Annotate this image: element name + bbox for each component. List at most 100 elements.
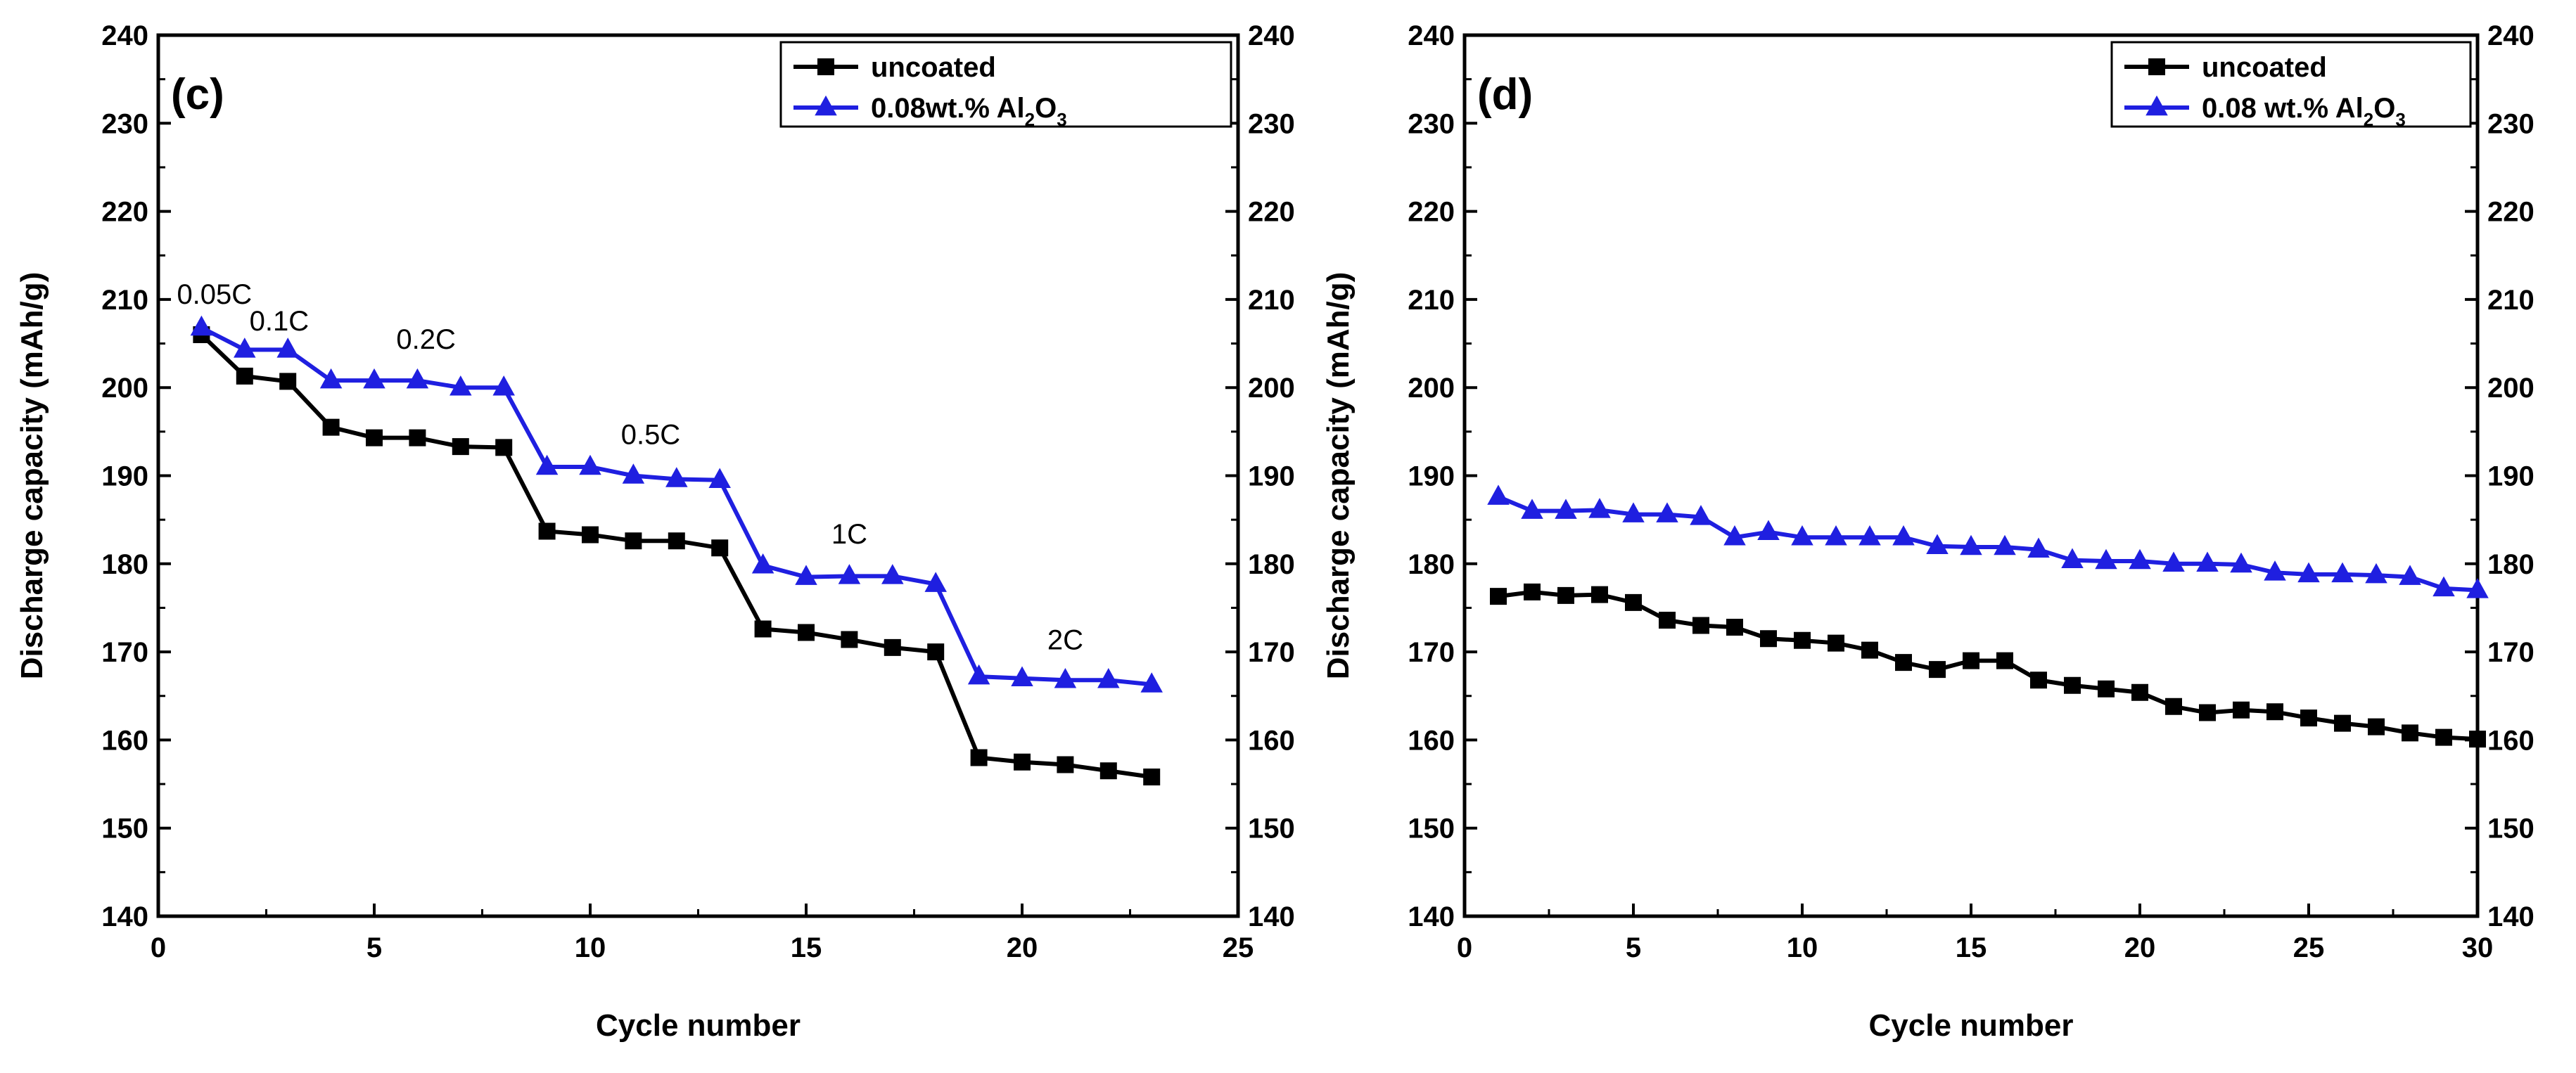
data-point-triangle — [579, 454, 601, 475]
legend-label-coated: 0.08wt.% Al2O3 — [871, 93, 1067, 130]
data-point-square — [2131, 683, 2148, 701]
legend-box-d — [2110, 41, 2472, 128]
data-point-triangle — [2027, 537, 2050, 558]
data-point-square — [1794, 631, 1811, 649]
y-axis-label-d: Discharge capacity (mAh/g) — [1321, 272, 1356, 680]
legend-entry-coated: 0.08 wt.% Al2O3 — [2124, 93, 2406, 130]
data-point-triangle — [319, 368, 343, 389]
data-point-square — [1014, 753, 1031, 771]
rate-annotation: 2C — [1047, 624, 1083, 655]
data-point-triangle — [1825, 525, 1847, 546]
series-coated — [190, 315, 1163, 693]
data-point-triangle — [1926, 534, 1949, 554]
data-point-square — [409, 429, 426, 446]
y-tick-label-right: 240 — [2487, 20, 2534, 51]
data-point-triangle — [967, 664, 990, 685]
triangle-icon — [815, 95, 837, 116]
data-point-triangle — [2230, 552, 2252, 573]
data-point-triangle — [1960, 534, 1982, 555]
x-tick-label: 25 — [1223, 932, 1254, 963]
y-tick-label-left: 170 — [1408, 637, 1455, 668]
data-point-square — [1760, 630, 1777, 648]
data-point-triangle — [2162, 551, 2185, 572]
data-point-square — [1726, 619, 1743, 636]
data-point-triangle — [1757, 520, 1780, 540]
data-point-square — [1828, 634, 1844, 652]
panel-label-d: (d) — [1477, 70, 1533, 119]
triangle-icon — [2145, 95, 2168, 116]
data-point-square — [2368, 718, 2385, 735]
data-point-square — [2165, 698, 2182, 715]
legend-entry-uncoated: uncoated — [2124, 52, 2327, 83]
y-tick-label-left: 140 — [101, 901, 148, 932]
y-tick-label-right: 160 — [1248, 725, 1295, 756]
y-tick-label-left: 170 — [101, 637, 148, 668]
data-point-triangle — [2061, 548, 2084, 569]
x-tick-label: 10 — [1787, 932, 1818, 963]
legend-label-coated-main: 0.08 wt.% Al — [2202, 93, 2364, 124]
data-point-triangle — [2297, 562, 2320, 583]
data-point-square — [2266, 703, 2283, 721]
y-tick-label-right: 140 — [2487, 901, 2534, 932]
data-point-square — [2199, 704, 2216, 721]
x-axis-label-d: Cycle number — [1869, 1008, 2074, 1043]
x-tick-label: 20 — [1007, 932, 1038, 963]
data-point-triangle — [2365, 563, 2387, 584]
data-point-square — [668, 532, 685, 550]
data-point-square — [884, 638, 901, 656]
y-tick-label-right: 220 — [1248, 197, 1295, 228]
x-tick-label: 20 — [2124, 932, 2156, 963]
rate-annotation: 0.1C — [250, 306, 310, 337]
x-tick-label: 0 — [151, 932, 166, 963]
y-tick-label-right: 190 — [1248, 461, 1295, 492]
data-point-square — [2469, 731, 2486, 748]
data-point-square — [2334, 714, 2351, 732]
y-tick-label-right: 180 — [2487, 549, 2534, 580]
y-tick-label-left: 200 — [101, 373, 148, 404]
data-point-triangle — [2095, 548, 2117, 570]
legend-entry-uncoated: uncoated — [793, 52, 996, 83]
rate-annotation: 0.5C — [621, 419, 681, 450]
y-tick-label-left: 150 — [101, 814, 148, 844]
data-point-square — [279, 373, 297, 390]
data-point-square — [322, 418, 340, 436]
y-tick-label-right: 240 — [1248, 20, 1295, 51]
data-point-square — [1099, 762, 1117, 780]
data-point-square — [1895, 654, 1912, 672]
y-tick-label-left: 230 — [1408, 108, 1455, 139]
legend-c: uncoated 0.08wt.% Al2O3 — [779, 41, 1232, 130]
y-tick-label-right: 200 — [1248, 373, 1295, 404]
data-point-square — [538, 522, 556, 540]
data-point-triangle — [708, 468, 731, 489]
data-point-triangle — [924, 572, 947, 592]
data-point-square — [625, 532, 642, 550]
y-tick-label-left: 160 — [1408, 725, 1455, 756]
data-point-square — [927, 643, 945, 661]
data-point-square — [2300, 709, 2317, 727]
y-tick-label-left: 240 — [1408, 20, 1455, 51]
data-point-triangle — [1011, 666, 1033, 686]
legend-label-coated-main: 0.08wt.% Al — [871, 93, 1025, 124]
data-point-triangle — [234, 338, 256, 358]
y-tick-label-left: 220 — [101, 197, 148, 228]
legend-label-coated: 0.08 wt.% Al2O3 — [2202, 93, 2406, 130]
data-point-triangle — [449, 375, 472, 396]
y-tick-label-right: 170 — [2487, 637, 2534, 668]
data-point-triangle — [838, 564, 861, 584]
legend-label-uncoated: uncoated — [2202, 52, 2327, 83]
y-tick-label-right: 160 — [2487, 725, 2534, 756]
data-point-square — [1524, 583, 1541, 600]
y-tick-label-right: 190 — [2487, 461, 2534, 492]
legend-label-coated-sub-3: 3 — [2395, 109, 2405, 130]
data-point-square — [582, 526, 599, 544]
data-point-square — [1591, 586, 1608, 603]
data-point-triangle — [1723, 525, 1746, 546]
data-point-triangle — [492, 375, 515, 396]
y-tick-label-left: 200 — [1408, 373, 1455, 404]
data-point-triangle — [1588, 498, 1611, 518]
data-point-square — [1929, 661, 1946, 679]
y-tick-label-left: 220 — [1408, 197, 1455, 228]
